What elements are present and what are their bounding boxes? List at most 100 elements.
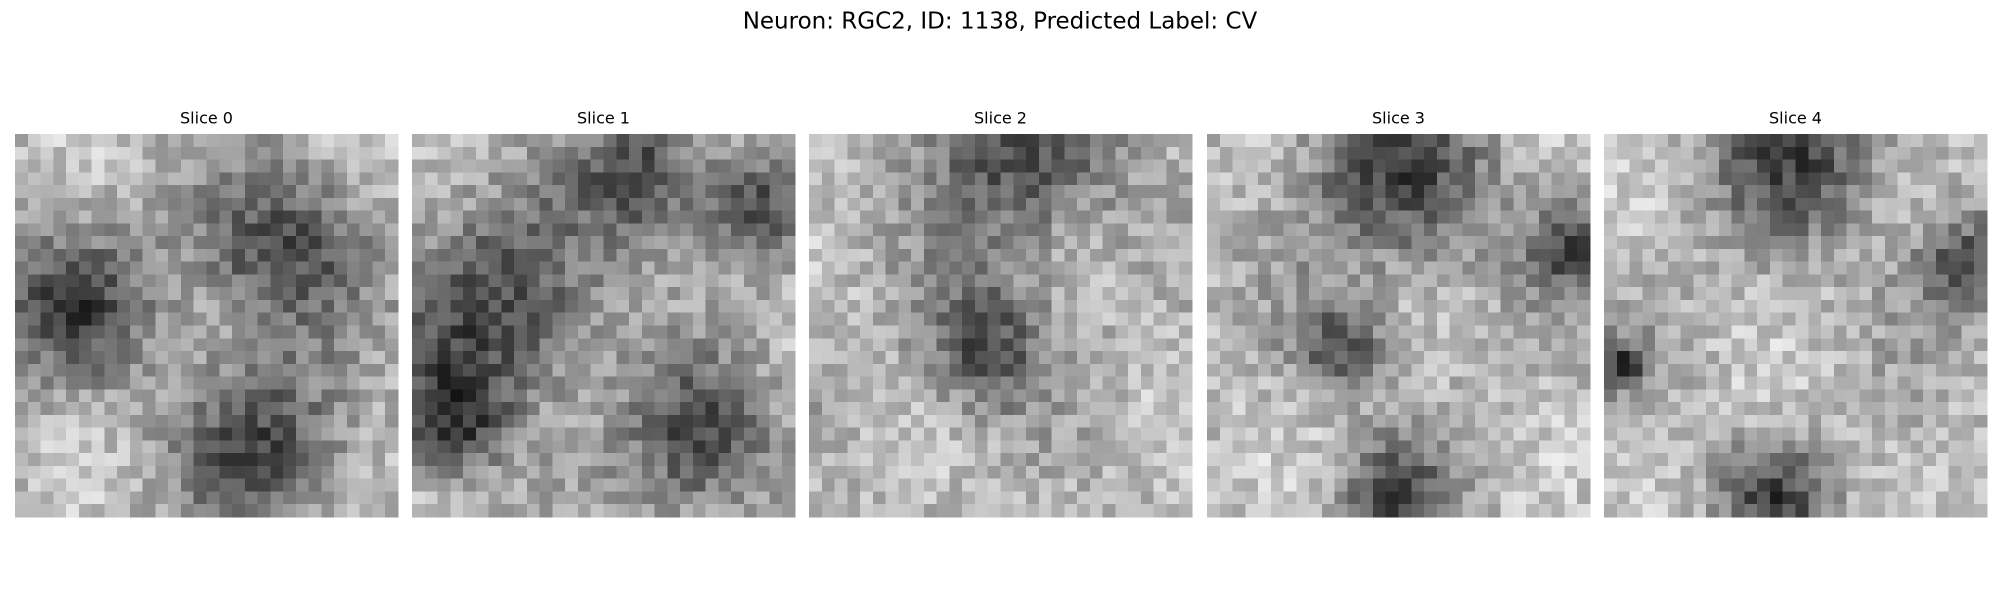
pixel: [654, 325, 668, 339]
pixel: [1808, 223, 1822, 237]
pixel: [1821, 440, 1835, 454]
pixel: [1782, 402, 1796, 416]
pixel: [1128, 338, 1142, 352]
pixel: [270, 478, 284, 492]
pixel: [155, 172, 169, 186]
pixel: [923, 223, 938, 237]
pixel: [1270, 338, 1285, 352]
pixel: [705, 389, 719, 403]
pixel: [1667, 236, 1682, 250]
pixel: [756, 274, 770, 288]
pixel: [308, 402, 322, 416]
pixel: [590, 389, 604, 403]
pixel: [1321, 146, 1336, 161]
pixel: [809, 363, 823, 378]
pixel: [1604, 440, 1618, 454]
pixel: [1526, 236, 1540, 250]
pixel: [475, 274, 490, 288]
pixel: [1961, 491, 1975, 505]
pixel: [1487, 325, 1502, 339]
pixel: [53, 146, 67, 161]
pixel: [1667, 172, 1682, 186]
pixel: [1424, 376, 1438, 390]
pixel: [1385, 363, 1399, 378]
pixel: [1436, 440, 1451, 454]
pixel: [1000, 210, 1014, 224]
pixel: [1334, 159, 1348, 173]
pixel: [885, 414, 899, 429]
pixel: [577, 236, 592, 250]
pixel: [641, 185, 656, 199]
pixel: [1744, 261, 1758, 275]
pixel: [898, 172, 912, 186]
pixel: [923, 363, 938, 378]
pixel: [1309, 299, 1323, 314]
pixel: [1538, 146, 1553, 161]
pixel: [15, 287, 29, 301]
pixel: [1616, 351, 1631, 365]
pixel: [1564, 440, 1578, 454]
pixel: [860, 185, 874, 199]
pixel: [1538, 504, 1553, 518]
pixel: [475, 185, 490, 199]
pixel: [718, 504, 732, 518]
pixel: [552, 478, 566, 492]
pixel: [1115, 402, 1129, 416]
pixel: [769, 274, 783, 288]
pixel: [1757, 363, 1771, 378]
pixel: [1680, 427, 1694, 441]
pixel: [743, 210, 758, 224]
pixel: [603, 453, 617, 467]
pixel: [1270, 223, 1285, 237]
pixel: [885, 312, 899, 326]
pixel: [756, 159, 770, 173]
pixel: [1385, 172, 1399, 186]
pixel: [1948, 159, 1962, 173]
pixel: [705, 185, 719, 199]
pixel: [539, 159, 553, 173]
pixel: [603, 402, 617, 416]
pixel: [641, 210, 656, 224]
pixel: [412, 363, 426, 378]
pixel: [885, 299, 899, 314]
pixel: [1411, 427, 1425, 441]
pixel: [1757, 427, 1771, 441]
pixel: [1500, 427, 1514, 441]
pixel: [475, 197, 490, 212]
pixel: [1795, 338, 1809, 352]
pixel: [1629, 261, 1643, 275]
pixel: [463, 363, 477, 378]
pixel: [1258, 248, 1272, 263]
pixel: [885, 465, 899, 480]
pixel: [1283, 274, 1297, 288]
pixel: [91, 261, 105, 275]
pixel: [1872, 236, 1886, 250]
pixel: [1038, 338, 1053, 352]
pixel: [1500, 197, 1514, 212]
pixel: [1462, 363, 1476, 378]
pixel: [1372, 402, 1387, 416]
pixel: [142, 440, 156, 454]
pixel: [257, 478, 271, 492]
pixel: [1744, 248, 1758, 263]
pixel: [232, 376, 246, 390]
pixel: [1219, 351, 1234, 365]
pixel: [911, 478, 925, 492]
pixel: [782, 325, 796, 339]
pixel: [1449, 274, 1463, 288]
pixel: [1064, 414, 1078, 429]
pixel: [1360, 146, 1374, 161]
pixel: [321, 210, 335, 224]
pixel: [860, 491, 874, 505]
pixel: [1706, 453, 1720, 467]
pixel: [987, 491, 1001, 505]
pixel: [1475, 376, 1489, 390]
pixel: [1551, 261, 1565, 275]
pixel: [821, 210, 836, 224]
pixel: [1270, 287, 1285, 301]
pixel: [1283, 351, 1297, 365]
pixel: [769, 351, 783, 365]
pixel: [244, 210, 259, 224]
pixel: [1718, 185, 1733, 199]
pixel: [1808, 236, 1822, 250]
